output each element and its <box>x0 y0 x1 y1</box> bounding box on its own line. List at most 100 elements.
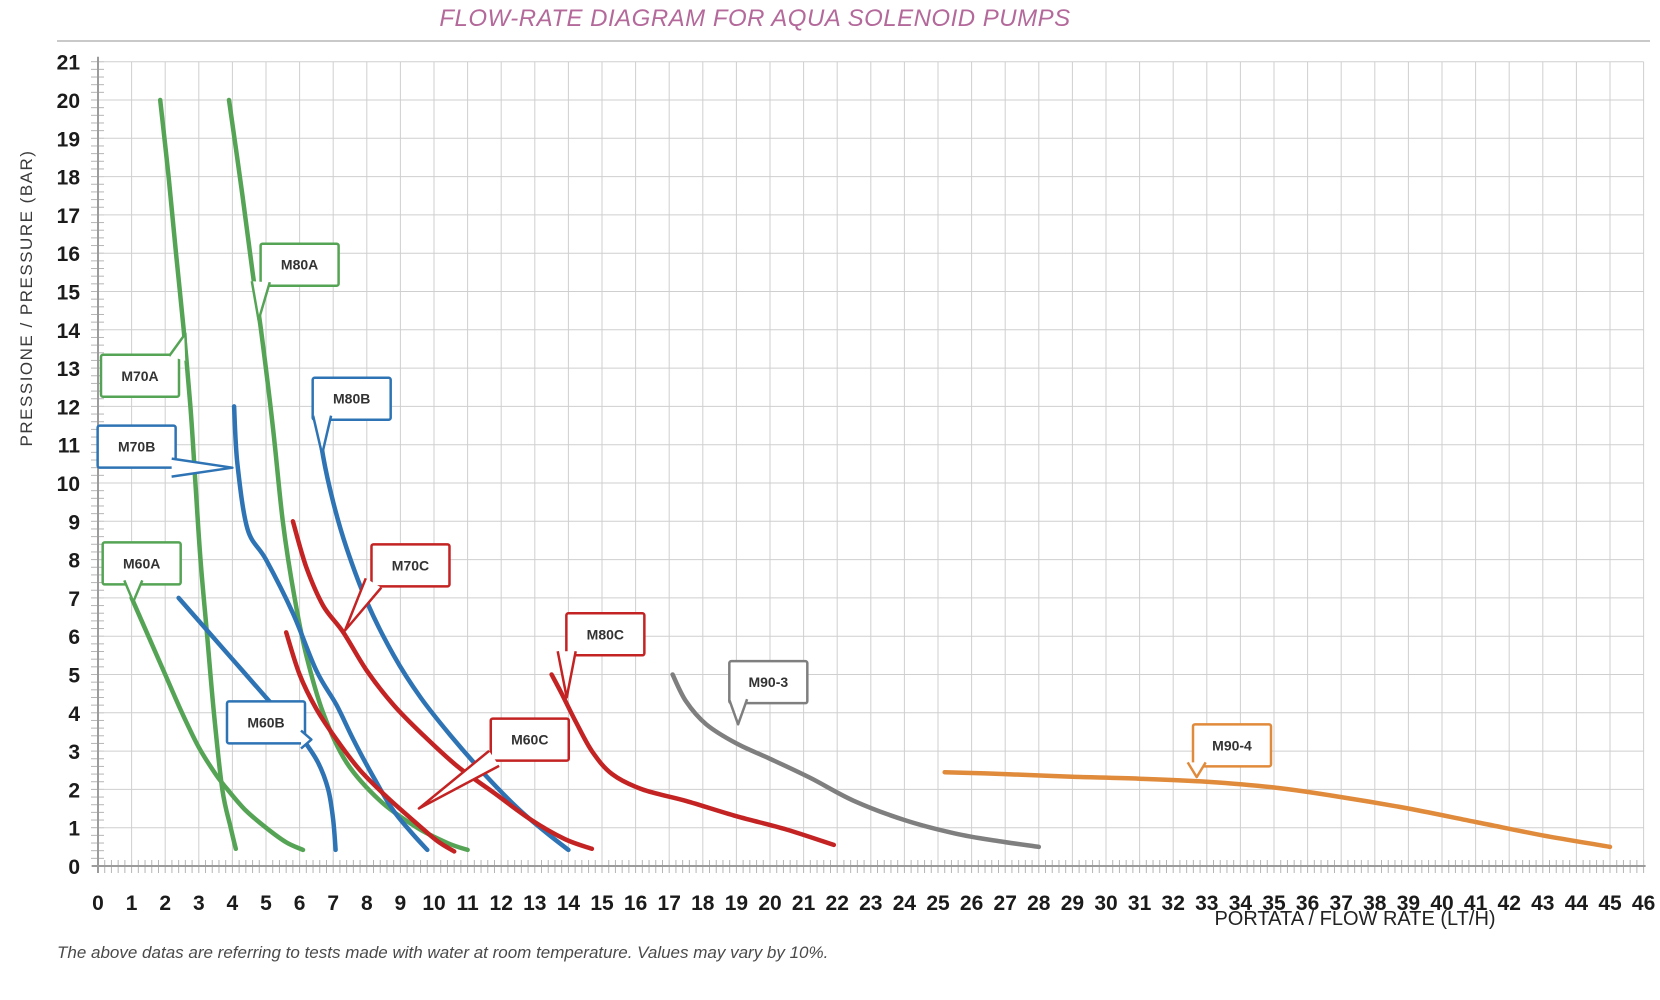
x-tick-label-25: 25 <box>926 892 950 915</box>
callout-box-m80c <box>565 612 646 657</box>
y-tick-label-15: 15 <box>57 282 81 305</box>
callout-box-m90-4 <box>1191 723 1273 768</box>
y-tick-label-16: 16 <box>57 243 80 266</box>
callout-m80c: M80C <box>556 612 646 699</box>
callout-m90-4: M90-4 <box>1186 723 1273 779</box>
x-tick-label-8: 8 <box>361 892 373 915</box>
x-tick-label-14: 14 <box>557 892 581 915</box>
callout-label-m80c: M80C <box>587 626 624 642</box>
y-tick-label-17: 17 <box>57 205 80 228</box>
callout-leader-m70b <box>171 457 234 478</box>
x-tick-label-27: 27 <box>994 892 1017 915</box>
x-tick-label-15: 15 <box>590 892 614 915</box>
callout-leader-m80c <box>556 651 577 699</box>
x-tick-label-31: 31 <box>1128 892 1152 915</box>
y-tick-label-13: 13 <box>57 358 80 381</box>
y-tick-label-20: 20 <box>57 90 80 113</box>
y-tick-label-14: 14 <box>57 320 81 343</box>
callout-m70c: M70C <box>343 543 451 632</box>
callout-label-m70b: M70B <box>118 439 155 455</box>
callout-m70b: M70B <box>96 424 234 478</box>
callout-label-m70c: M70C <box>392 557 429 573</box>
curve-m80b <box>314 404 571 853</box>
axis-tick-labels: 0 1 2 3 4 5 6 7 8 9 10 11 12 13 14 15 16 17 18 19 20 21 22 23 24… <box>57 52 1656 915</box>
callout-leader-m80b <box>311 415 333 456</box>
callout-box-m80b <box>311 376 392 421</box>
x-tick-label-35: 35 <box>1262 892 1286 915</box>
x-axis-label: PORTATA / FLOW RATE (LT/H) <box>1214 908 1495 930</box>
curve-m80c <box>549 672 837 848</box>
x-tick-label-41: 41 <box>1464 892 1488 915</box>
x-tick-label-24: 24 <box>893 892 917 915</box>
callout-m80a: M80A <box>250 242 340 322</box>
callout-label-m70a: M70A <box>121 368 158 384</box>
x-tick-label-28: 28 <box>1027 892 1051 915</box>
y-axis-label: PRESSIONE / PRESSURE (BAR) <box>17 150 36 447</box>
y-tick-label-18: 18 <box>57 167 81 190</box>
x-tick-label-40: 40 <box>1430 892 1453 915</box>
curve-m90-3 <box>670 672 1042 850</box>
curve-m70a <box>157 97 239 852</box>
y-tick-label-3: 3 <box>68 741 80 764</box>
x-tick-label-30: 30 <box>1094 892 1117 915</box>
callout-m80b: M80B <box>311 376 392 456</box>
x-tick-label-21: 21 <box>792 892 816 915</box>
x-tick-label-16: 16 <box>624 892 647 915</box>
x-tick-label-36: 36 <box>1296 892 1319 915</box>
callout-leader-m70a <box>168 332 188 362</box>
y-tick-label-12: 12 <box>57 396 80 419</box>
x-tick-label-34: 34 <box>1229 892 1253 915</box>
y-tick-label-10: 10 <box>57 473 80 496</box>
callout-label-m60c: M60C <box>511 732 548 748</box>
curve-m80a <box>226 97 470 853</box>
x-tick-label-5: 5 <box>260 892 272 915</box>
callout-label-m60a: M60A <box>123 555 160 571</box>
callout-box-m60c <box>489 717 571 762</box>
y-tick-label-19: 19 <box>57 128 80 151</box>
series-callouts: M60A M70A M80A M60B M70B M80B M60C M70C M80C M90-… <box>96 242 1273 810</box>
x-tick-label-33: 33 <box>1195 892 1218 915</box>
callout-box-m90-3 <box>728 659 809 705</box>
x-tick-label-19: 19 <box>725 892 748 915</box>
y-tick-label-2: 2 <box>68 779 80 802</box>
y-tick-label-21: 21 <box>57 52 81 75</box>
callout-leader-m60c <box>417 749 500 810</box>
callout-leader-m80a <box>250 280 271 322</box>
y-tick-label-8: 8 <box>68 550 80 573</box>
y-tick-label-5: 5 <box>68 665 80 688</box>
y-tick-label-6: 6 <box>68 626 80 649</box>
x-tick-label-22: 22 <box>826 892 849 915</box>
x-tick-label-13: 13 <box>523 892 546 915</box>
callout-m60b: M60B <box>225 700 313 750</box>
y-tick-label-0: 0 <box>68 856 80 879</box>
footnote: The above datas are referring to tests m… <box>57 943 828 962</box>
x-tick-label-7: 7 <box>327 892 339 915</box>
x-tick-label-38: 38 <box>1363 892 1387 915</box>
x-tick-label-2: 2 <box>159 892 171 915</box>
plot-grid <box>97 61 1645 867</box>
x-tick-label-0: 0 <box>92 892 104 915</box>
y-tick-label-4: 4 <box>68 703 80 726</box>
x-tick-label-4: 4 <box>227 892 239 915</box>
x-tick-label-10: 10 <box>422 892 445 915</box>
x-tick-label-11: 11 <box>456 892 479 915</box>
callout-box-m80a <box>259 242 340 287</box>
x-tick-label-42: 42 <box>1498 892 1521 915</box>
x-tick-label-39: 39 <box>1397 892 1420 915</box>
x-tick-label-18: 18 <box>691 892 715 915</box>
x-tick-label-20: 20 <box>758 892 781 915</box>
x-tick-label-9: 9 <box>395 892 407 915</box>
callout-m70a: M70A <box>99 332 188 399</box>
x-tick-label-32: 32 <box>1162 892 1185 915</box>
callout-m60c: M60C <box>417 717 571 810</box>
y-tick-label-11: 11 <box>58 435 81 458</box>
x-tick-label-17: 17 <box>658 892 681 915</box>
callout-box-m70c <box>370 543 451 588</box>
callout-label-m90-3: M90-3 <box>748 674 788 690</box>
callout-box-m70a <box>99 353 181 399</box>
x-tick-label-3: 3 <box>193 892 205 915</box>
callout-leader-m90-3 <box>727 698 749 726</box>
series-curves <box>129 97 1613 854</box>
